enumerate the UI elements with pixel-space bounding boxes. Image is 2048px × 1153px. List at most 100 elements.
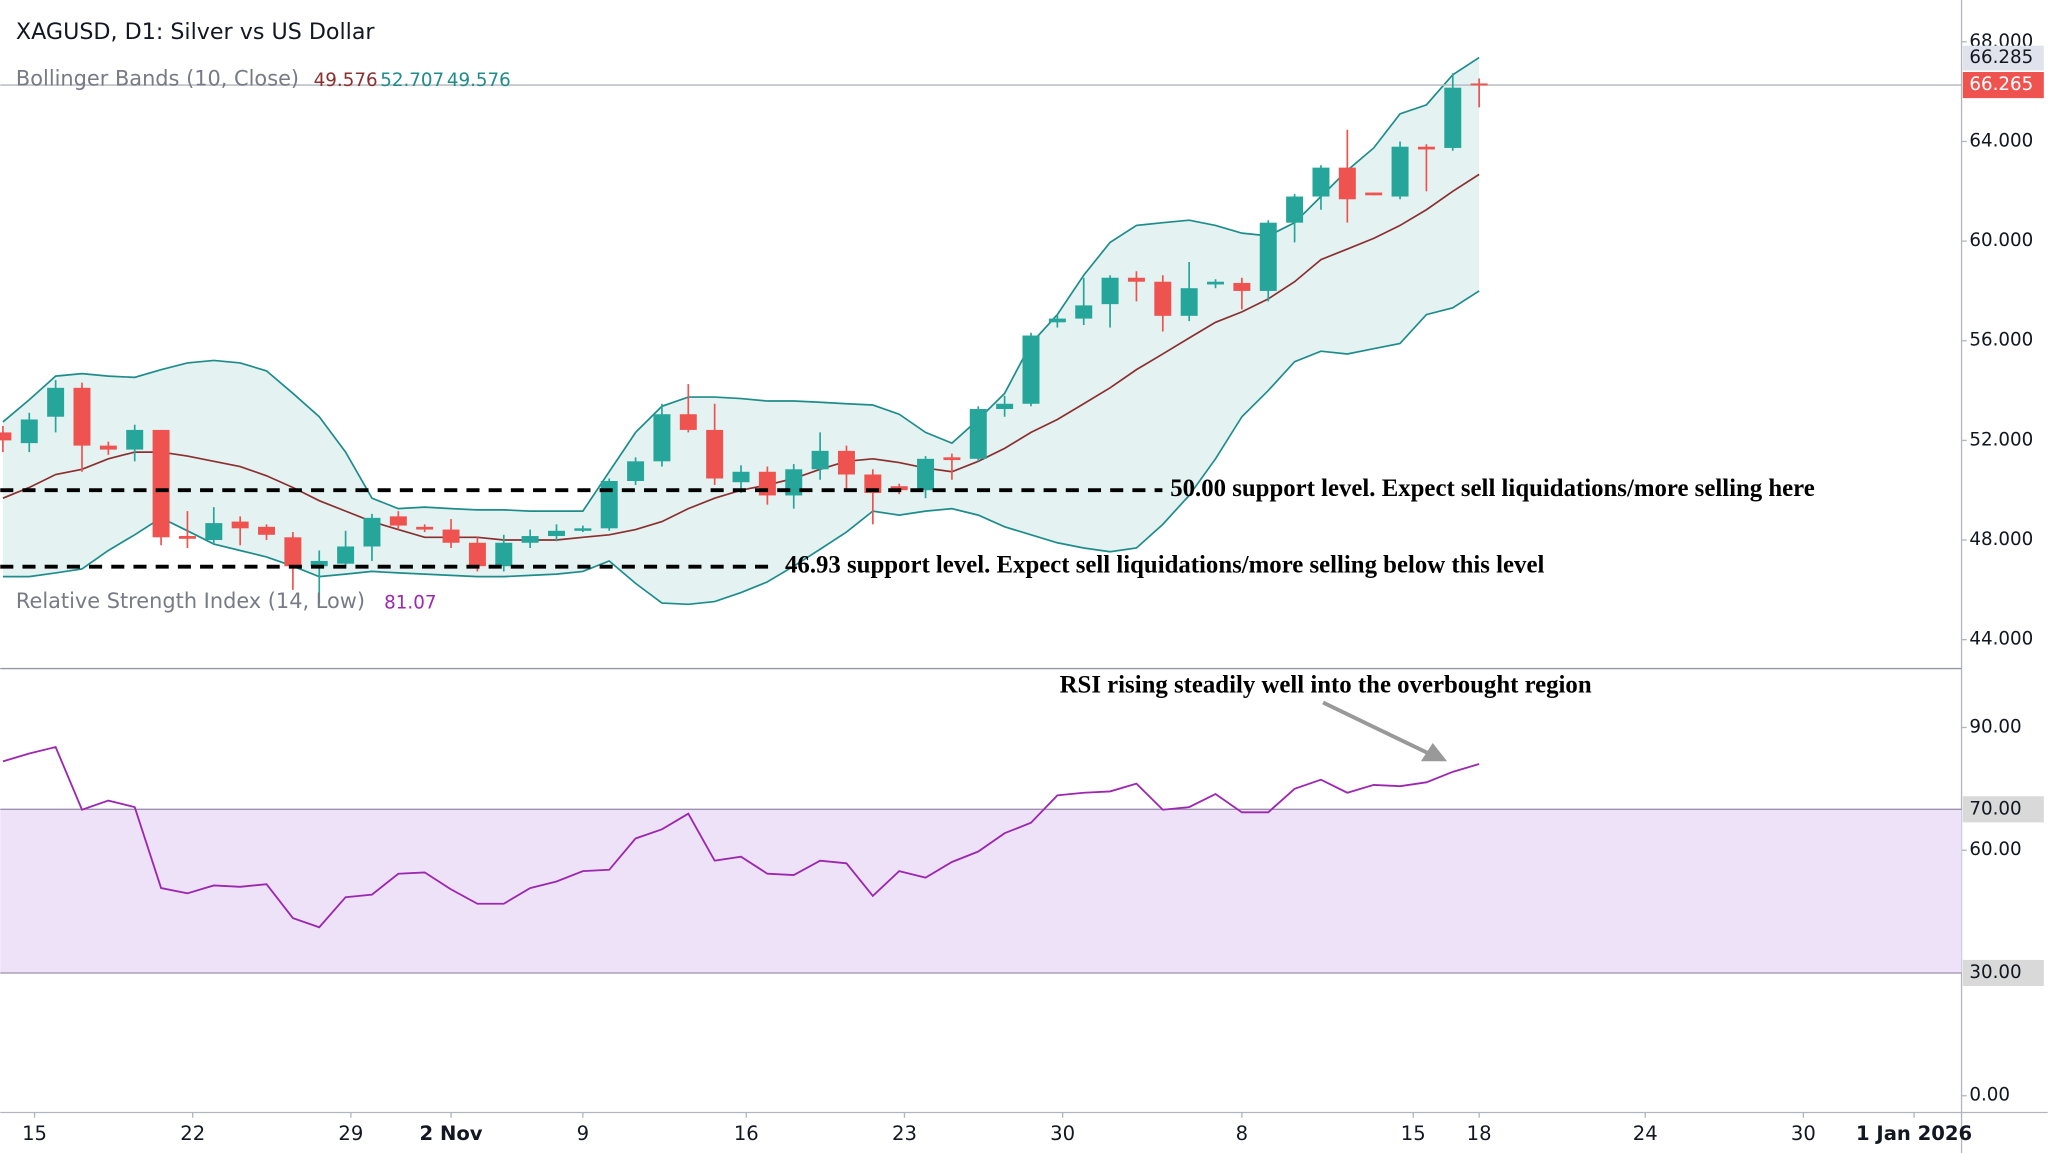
candle-body [178,536,196,539]
last-price-box [1962,72,2044,99]
candle-body [1338,167,1356,200]
candle-body [1207,281,1225,285]
candle-body [1259,222,1277,291]
support-annotation: 46.93 support level. Expect sell liquida… [785,551,1544,578]
candle-body [416,526,434,530]
bb-value: 49.576 [314,70,378,91]
x-tick-label: 1 Jan 2026 [1856,1122,1972,1145]
x-tick-label: 8 [1236,1122,1248,1145]
candle-body [468,542,486,567]
y-tick-label: 64.000 [1969,130,2033,151]
rsi-value: 81.07 [384,592,436,613]
x-tick-label: 30 [1791,1122,1816,1145]
candle-body [1444,87,1462,148]
candle-body [653,414,671,462]
candle-body [1127,277,1145,282]
x-tick-label: 15 [22,1122,47,1145]
x-tick-label: 23 [892,1122,917,1145]
candle-body [679,414,697,430]
rsi-title: Relative Strength Index (14, Low) [16,589,365,613]
rsi-band [0,809,1962,973]
candle-body [1180,288,1198,316]
candle-body [943,457,961,461]
band-label: 30.00 [1969,962,2021,983]
band-fill [2,57,1480,605]
candle-body [0,432,12,441]
x-tick-label: 16 [734,1122,759,1145]
bb-lower [2,290,1480,606]
candle-body [732,471,750,483]
candle-body [1101,277,1119,305]
x-tick-label: 15 [1401,1122,1426,1145]
y-tick-label: 60.000 [1969,230,2033,251]
chart-title: XAGUSD, D1: Silver vs US Dollar [16,19,375,45]
candle-body [1391,146,1409,197]
candle-body [1048,318,1066,323]
candle-body [20,419,38,444]
x-tick-label: 29 [338,1122,363,1145]
candle-body [495,542,513,567]
candle-body [917,458,935,491]
y-tick-label: 0.00 [1969,1085,2010,1106]
candle-body [47,387,65,417]
candle-body [152,429,170,538]
x-tick-label: 22 [180,1122,205,1145]
candle-body [521,536,539,543]
candle-body [627,461,645,481]
high-label: 66.285 [1969,47,2033,68]
candle-body [837,450,855,475]
candle-body [548,530,565,537]
candle-body [996,403,1014,410]
candle-body [337,546,355,564]
x-tick-label: 24 [1633,1122,1658,1145]
x-tick-label: 9 [577,1122,589,1145]
last-price-label: 66.265 [1969,74,2033,95]
candle-body [890,486,908,491]
y-tick-label: 90.00 [1969,716,2021,737]
band-label-box [1962,959,2044,987]
candle-body [1365,192,1383,196]
band-label: 70.00 [1969,798,2021,819]
candle-body [1417,146,1435,150]
candle-body [574,528,592,531]
candle-body [1022,335,1040,404]
band-label-box [1962,796,2044,823]
y-tick-label: 56.000 [1969,330,2033,351]
bb-value: 49.576 [447,70,511,91]
y-tick-label: 52.000 [1969,429,2033,450]
candle-body [1312,167,1330,197]
x-tick-label: 2 Nov [420,1122,483,1145]
candle-body [258,526,276,535]
candle-body [310,560,328,567]
candle-body [73,387,91,446]
rsi-annotation: RSI rising steadily well into the overbo… [1060,672,1592,699]
candle-body [389,516,407,526]
x-tick-label: 30 [1050,1122,1075,1145]
candle-body [99,445,117,450]
bb-value: 52.707 [380,70,444,91]
bb-upper [2,56,1480,512]
candle-body [126,429,144,450]
candle-body [1075,305,1093,319]
candle-body [811,450,829,470]
arrow-head [1420,742,1448,762]
y-tick-label: 60.00 [1969,839,2021,860]
candle-body [284,537,302,567]
candle-body [1470,83,1488,86]
annotation-arrow [1322,700,1433,757]
y-tick-label: 48.000 [1969,529,2033,550]
candle-body [1154,281,1172,316]
support-annotation: 50.00 support level. Expect sell liquida… [1170,475,1815,502]
rsi-line [2,745,1480,929]
candle-body [1233,282,1251,291]
candle-body [1286,196,1304,223]
candle-body [231,521,249,529]
y-tick-label: 44.000 [1969,629,2033,650]
indicator-title: Bollinger Bands (10, Close) [16,67,299,91]
candle-body [706,429,724,479]
candle-body [969,409,987,459]
candle-body [442,529,460,543]
candle-body [205,523,223,541]
plot: 50.00 support level. Expect sell liquida… [0,56,1962,974]
